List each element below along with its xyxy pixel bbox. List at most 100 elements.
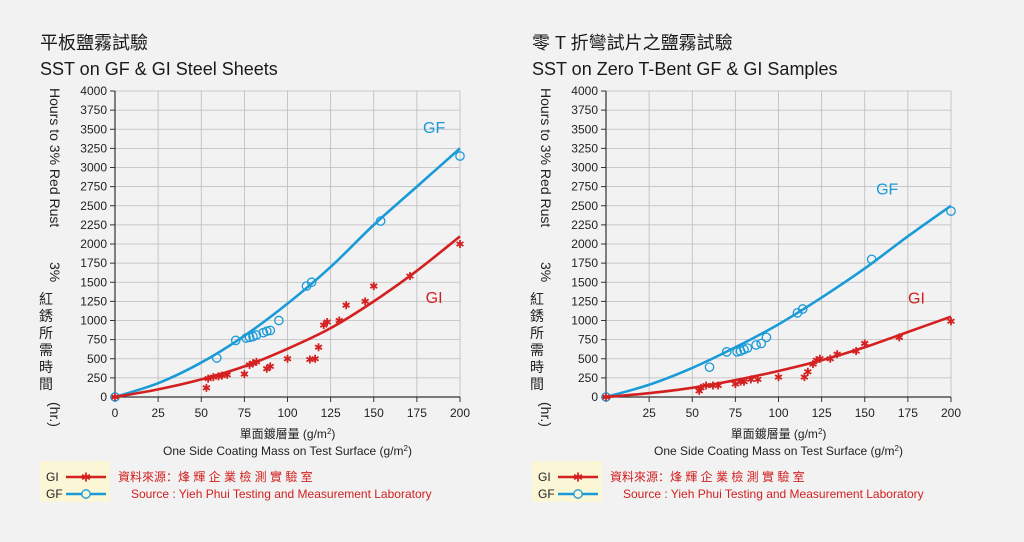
data-point-gi	[204, 374, 213, 383]
y-tick-label: 0	[591, 390, 598, 404]
series-line-gi	[114, 235, 461, 399]
data-point-gf	[721, 347, 732, 357]
legend-label: GF	[46, 487, 63, 501]
data-point-gi	[456, 240, 464, 248]
y-tick-label: 1500	[80, 275, 107, 289]
x-tick-label: 150	[364, 406, 384, 420]
data-point-gf	[751, 340, 761, 350]
y-tick-label: 2250	[80, 218, 107, 232]
asterisk-stroke	[111, 394, 119, 400]
data-point-gi	[746, 375, 755, 384]
series-gf: GF	[110, 120, 465, 402]
asterisk-stroke	[753, 376, 762, 383]
y-axis-label-zh-char: (hr.)	[538, 402, 554, 427]
data-point-gf	[761, 332, 772, 343]
series-label-gf: GF	[876, 181, 898, 198]
y-tick-label: 1750	[571, 256, 598, 270]
y-axis-label-zh-char: 所	[530, 325, 544, 341]
asterisk-stroke	[456, 241, 464, 247]
asterisk-stroke	[335, 317, 344, 324]
y-tick-label: 250	[578, 371, 598, 385]
asterisk-stroke	[223, 372, 232, 378]
data-point-gi	[852, 347, 861, 356]
y-tick-label: 3000	[80, 161, 107, 175]
chart-title-zh: 零 T 折彎試片之鹽霧試驗	[532, 33, 733, 53]
asterisk-stroke	[573, 473, 583, 481]
data-point-gf	[230, 335, 241, 346]
data-point-gi	[311, 354, 320, 363]
asterisk-stroke	[311, 355, 320, 362]
data-point-gi	[702, 381, 710, 390]
data-point-gf	[251, 330, 262, 340]
data-point-gi	[323, 318, 332, 327]
data-point-gi	[266, 362, 275, 371]
y-tick-label: 0	[100, 390, 107, 404]
asterisk-stroke	[214, 373, 223, 380]
grid	[605, 90, 952, 398]
data-point-gi	[406, 272, 414, 281]
x-tick-label: 25	[642, 406, 656, 420]
y-axis-label: Hours to 3% Red Rust	[47, 88, 63, 227]
y-axis-label-zh-char: 銹	[530, 308, 544, 324]
data-point-gf	[946, 206, 956, 216]
y-tick-label: 250	[87, 371, 107, 385]
y-tick-label: 2500	[80, 199, 107, 213]
asterisk-stroke	[361, 298, 370, 305]
x-tick-label: 75	[729, 406, 743, 420]
data-point-gi	[223, 370, 232, 379]
asterisk-stroke	[202, 385, 211, 391]
asterisk-stroke	[826, 355, 835, 362]
asterisk-stroke	[695, 388, 704, 394]
data-point-gi	[753, 375, 762, 384]
asterisk-stroke	[852, 348, 861, 354]
x-axis-label-zh-part: 單面鍍層量 (g/m	[240, 426, 327, 441]
data-point-gf	[742, 343, 753, 353]
data-point-gf	[306, 277, 317, 288]
grid	[114, 90, 461, 398]
asterisk-stroke	[342, 302, 351, 308]
asterisk-stroke	[369, 283, 378, 289]
legend-marker-circle	[81, 489, 91, 499]
y-axis-label-zh-char: 紅	[39, 291, 53, 307]
data-point-gi	[369, 282, 378, 291]
asterisk-stroke	[252, 359, 261, 365]
data-point-gf	[211, 353, 222, 363]
x-axis-label-zh-part: 2	[327, 427, 332, 436]
legend-2: GI GF 資料來源：烽 輝 企 業 檢 測 實 驗 室 Source : Yieh …	[532, 461, 924, 502]
y-axis-label-zh-char: 時	[39, 359, 53, 375]
asterisk-stroke	[696, 385, 705, 391]
series-label-gi: GI	[426, 290, 443, 307]
y-tick-label: 500	[578, 352, 598, 366]
x-tick-label: 50	[686, 406, 700, 420]
x-axis-label-part: 2	[404, 444, 409, 453]
data-point-gi	[895, 333, 904, 342]
x-axis-label-zh-part: 2	[818, 427, 823, 436]
x-axis-label-zh: 單面鍍層量 (g/m2)	[240, 426, 336, 441]
series-gi: GI	[111, 235, 464, 401]
data-point-gf	[241, 333, 251, 343]
data-point-gi	[319, 321, 328, 330]
x-tick-label: 200	[450, 406, 470, 420]
data-point-gi	[800, 373, 809, 382]
x-tick-label: 200	[941, 406, 961, 420]
data-point-gi	[252, 357, 261, 366]
asterisk-stroke	[860, 340, 869, 347]
y-axis-label-zh-char: 需	[39, 342, 53, 358]
asterisk-stroke	[740, 378, 748, 385]
y-axis-label-zh-char: 紅	[530, 291, 544, 307]
asterisk-stroke	[602, 394, 610, 400]
y-axis-label-zh-char: 時	[530, 359, 544, 375]
y-tick-label: 4000	[80, 84, 107, 98]
y-tick-label: 3500	[571, 122, 598, 136]
asterisk-stroke	[774, 374, 783, 380]
x-tick-label: 0	[112, 406, 119, 420]
data-point-gi	[361, 297, 370, 306]
data-point-gf	[704, 362, 715, 373]
data-point-gf	[732, 347, 742, 357]
source-en: Source : Yieh Phui Testing and Measureme…	[623, 487, 924, 501]
y-tick-label: 1250	[80, 294, 107, 308]
x-axis-label-zh-part: )	[331, 427, 335, 441]
y-tick-label: 1000	[80, 314, 107, 328]
x-axis-label: One Side Coating Mass on Test Surface (g…	[654, 444, 903, 459]
chart-title: SST on GF & GI Steel Sheets	[40, 59, 278, 79]
